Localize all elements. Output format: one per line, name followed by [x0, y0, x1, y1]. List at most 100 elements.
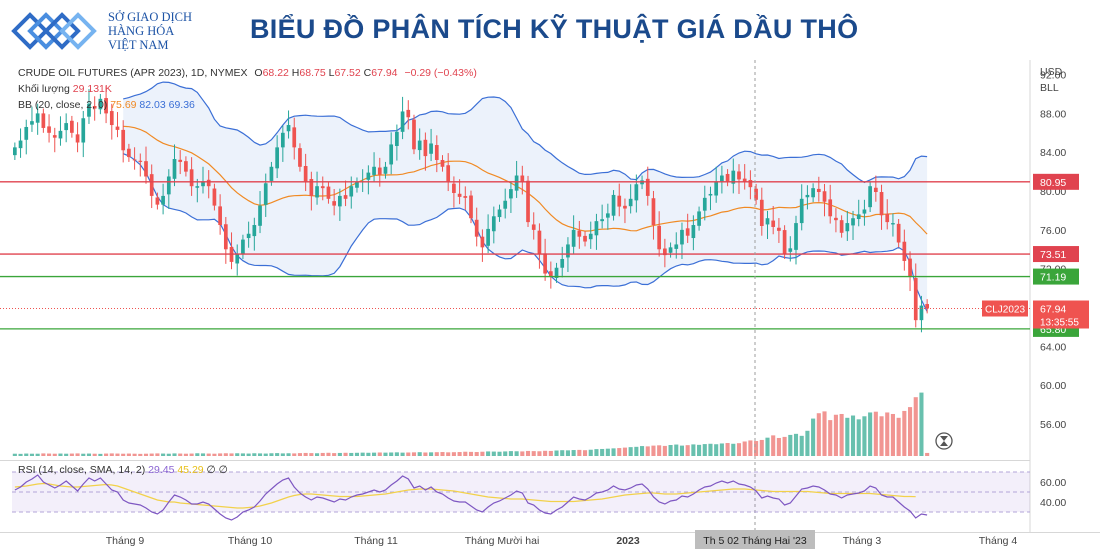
volume-bar	[275, 453, 280, 456]
candle-body	[674, 244, 679, 249]
volume-bar	[480, 451, 485, 456]
candle-body	[862, 209, 867, 214]
volume-bar	[389, 452, 394, 456]
volume-bar	[645, 446, 650, 456]
volume-bar	[742, 441, 747, 456]
volume-bar	[514, 451, 519, 456]
candle-body	[349, 186, 354, 197]
legend-volume-value: 29.131K	[72, 83, 112, 95]
candle-body	[161, 195, 165, 205]
volume-bar	[257, 453, 263, 456]
volume-bar	[731, 443, 736, 456]
candle-body	[657, 225, 662, 250]
candle-body	[799, 198, 804, 224]
x-tick-label: Tháng 11	[354, 535, 398, 547]
candle-body	[195, 186, 200, 188]
candle-body	[184, 161, 188, 172]
candle-body	[309, 179, 314, 196]
candle-body	[600, 219, 604, 222]
legend-bb-basis: 75.69	[110, 99, 137, 111]
volume-bar	[121, 453, 126, 456]
volume-bar	[491, 451, 496, 456]
volume-bar	[406, 452, 411, 456]
candle-body	[628, 198, 633, 207]
legend-rsi-extra: ∅ ∅	[206, 464, 228, 476]
candle-body	[663, 248, 667, 256]
candle-body	[708, 193, 713, 196]
candle-body	[81, 118, 86, 143]
x-tick-label: Tháng 3	[843, 535, 882, 547]
price-chart[interactable]: USDBLL92.0088.0084.0080.0076.0072.0068.0…	[0, 60, 1100, 557]
volume-bar	[776, 437, 781, 456]
volume-bar	[41, 453, 46, 456]
volume-bar	[189, 453, 194, 456]
candle-body	[275, 147, 279, 169]
volume-bar	[320, 452, 325, 456]
candle-body	[737, 171, 741, 180]
candle-body	[856, 214, 861, 220]
volume-bar	[833, 414, 838, 456]
candle-body	[777, 227, 781, 231]
volume-bar	[383, 452, 388, 456]
candle-body	[303, 166, 308, 182]
bollinger-lower-line	[122, 153, 928, 312]
candle-body	[765, 218, 770, 225]
volume-bar	[81, 453, 86, 456]
volume-bar	[543, 450, 548, 456]
volume-bar	[548, 450, 553, 456]
volume-bar	[657, 445, 662, 456]
candle-body	[395, 131, 399, 147]
volume-bar	[52, 453, 57, 456]
candle-body	[178, 159, 183, 162]
candle-body	[594, 221, 599, 236]
candle-body	[440, 159, 445, 167]
volume-bar	[64, 453, 69, 456]
candle-body	[623, 205, 627, 209]
volume-bar	[212, 453, 217, 456]
candle-body	[366, 172, 371, 180]
crosshair-date-label: Th 5 02 Tháng Hai '23	[703, 535, 807, 547]
level-tag-label: 80.95	[1040, 177, 1066, 189]
volume-bar	[115, 453, 120, 456]
candle-body	[269, 166, 274, 181]
candle-body	[429, 143, 433, 154]
volume-bar	[520, 451, 525, 456]
volume-bar	[873, 411, 878, 456]
volume-bar	[805, 430, 810, 456]
x-tick-label: Tháng 4	[979, 535, 1018, 547]
candle-body	[132, 159, 137, 161]
x-tick-label: Tháng 9	[106, 535, 145, 547]
volume-bar	[280, 453, 285, 456]
candle-body	[851, 218, 855, 226]
legend-volume: Khối lượng 29.131K	[18, 83, 112, 95]
volume-bar	[423, 452, 428, 456]
candle-body	[491, 216, 496, 232]
candle-body	[338, 195, 342, 207]
volume-bar	[451, 452, 456, 456]
candle-body	[583, 235, 587, 242]
candle-body	[486, 228, 490, 246]
candle-body	[520, 175, 525, 183]
candle-body	[571, 229, 576, 247]
volume-bar	[925, 452, 930, 456]
candle-body	[406, 109, 411, 118]
legend-ohlc: CRUDE OIL FUTURES (APR 2023), 1D, NYMEX …	[18, 67, 477, 79]
axis-currency: USD	[1040, 66, 1063, 78]
rsi-sma-line	[14, 482, 916, 509]
volume-bar	[149, 453, 154, 456]
volume-bar	[29, 453, 35, 456]
candle-body	[873, 187, 878, 193]
volume-bar	[75, 453, 80, 456]
volume-bar	[126, 453, 131, 456]
candle-body	[691, 225, 696, 239]
logo-line-3: VIỆT NAM	[108, 38, 169, 52]
volume-bar	[343, 452, 348, 456]
volume-bar	[166, 453, 171, 456]
candle-body	[645, 178, 650, 196]
volume-bar	[195, 453, 200, 456]
volume-bar	[577, 449, 582, 456]
candle-body	[919, 305, 924, 321]
volume-bar	[850, 415, 856, 456]
exchange-logo-icon	[11, 12, 97, 50]
price-tag	[1033, 300, 1089, 329]
